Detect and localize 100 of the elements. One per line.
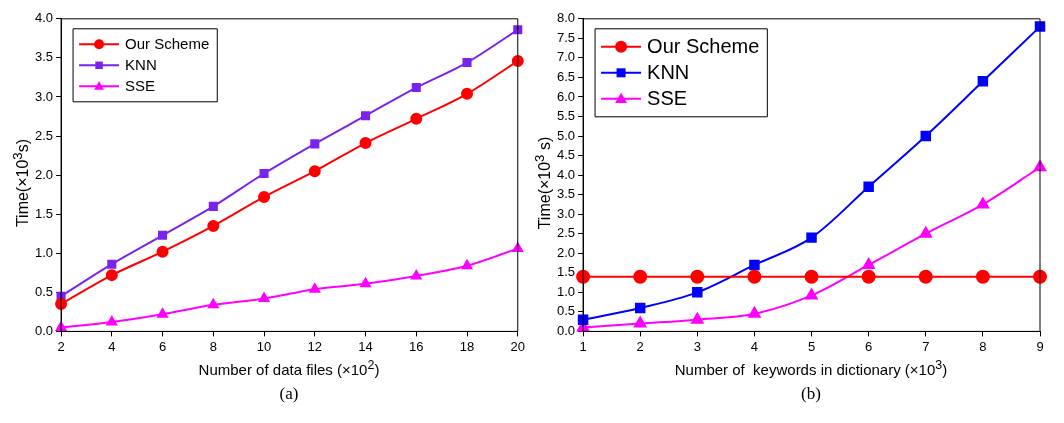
y-tick-label: 5.0 — [556, 127, 576, 143]
point — [258, 292, 270, 303]
point — [208, 201, 218, 211]
x-tick-label: 7 — [922, 338, 930, 354]
point — [919, 226, 932, 238]
point — [692, 287, 703, 298]
y-tick-label: 2.5 — [34, 127, 54, 143]
y-tick-label: 1.0 — [34, 244, 54, 260]
y-tick-label: 5.5 — [556, 108, 576, 124]
y-tick-label: 8.0 — [556, 10, 576, 26]
x-tick-label: 2 — [636, 338, 644, 354]
y-tick-label: 7.0 — [556, 49, 576, 65]
point — [410, 269, 422, 280]
x-tick-label: 14 — [358, 338, 373, 354]
x-tick-label: 8 — [209, 338, 217, 354]
y-tick-label: 2.0 — [556, 244, 576, 260]
point — [157, 308, 168, 318]
y-tick-label: 6.5 — [556, 68, 576, 84]
y-tick-label: 6.0 — [556, 88, 576, 104]
point — [207, 219, 220, 232]
x-tick-label: 5 — [807, 338, 816, 354]
point — [920, 130, 932, 142]
text: (a) — [279, 384, 299, 404]
x-tick-label: 4 — [108, 338, 116, 354]
point — [977, 76, 989, 87]
point — [633, 316, 647, 328]
point — [633, 269, 648, 284]
y-tick-label: 4.0 — [34, 10, 54, 26]
point — [918, 269, 933, 284]
point — [513, 25, 523, 35]
point — [105, 269, 118, 282]
x-tick-label: 6 — [865, 338, 873, 354]
x-tick-label: 2 — [57, 338, 65, 354]
y-tick-label: 7.5 — [556, 29, 576, 45]
point — [106, 316, 118, 326]
point — [691, 312, 704, 324]
point — [258, 190, 271, 203]
legend-label: KNN — [125, 56, 157, 74]
point — [359, 137, 372, 150]
y-tick-label: 1.5 — [556, 264, 576, 280]
point — [634, 302, 646, 314]
point — [863, 181, 874, 193]
y-tick-label: 4.0 — [556, 166, 576, 182]
x-axis-title: Number of keywords in dictionary (×10$^{3}$) — [674, 358, 948, 378]
x-tick-label: 4 — [750, 338, 759, 354]
x-axis-title: Number of data files (×10$^{2}$) — [198, 358, 380, 378]
x-tick-label: 3 — [693, 338, 701, 354]
legend-label: SSE — [647, 87, 688, 110]
point — [360, 277, 371, 288]
point — [512, 242, 524, 253]
y-tick-label: 2.0 — [34, 166, 54, 182]
x-tick-label: 1 — [579, 338, 587, 354]
y-tick-label: 4.5 — [556, 147, 576, 163]
legend-label: SSE — [125, 77, 156, 95]
point — [309, 283, 321, 293]
y-tick-label: 3.0 — [556, 205, 576, 221]
point — [976, 197, 990, 209]
point — [805, 288, 818, 300]
point — [107, 259, 117, 269]
point — [462, 58, 472, 68]
y-tick-label: 0.0 — [556, 322, 576, 338]
point — [690, 269, 705, 284]
y-tick-label: 1.5 — [34, 205, 54, 221]
point — [410, 112, 423, 125]
point — [804, 269, 819, 284]
legend-label: Our Scheme — [125, 35, 210, 53]
x-tick-label: 12 — [307, 338, 323, 354]
y-tick-label: 3.0 — [34, 88, 54, 104]
x-tick-label: 6 — [158, 338, 167, 354]
y-tick-label: 0.0 — [34, 322, 54, 338]
x-tick-label: 10 — [256, 338, 272, 354]
y-tick-label: 0.5 — [34, 283, 54, 299]
point — [461, 87, 474, 100]
point — [156, 245, 169, 258]
text: (b) — [801, 384, 821, 404]
point — [411, 83, 421, 93]
point — [748, 306, 761, 318]
legend-label: Our Scheme — [647, 35, 760, 58]
point — [749, 259, 760, 271]
point — [862, 257, 875, 269]
point — [158, 230, 168, 240]
x-tick-label: 20 — [510, 338, 525, 354]
point — [975, 269, 990, 284]
x-tick-label: 9 — [1036, 338, 1044, 354]
x-tick-label: 16 — [409, 338, 424, 354]
y-tick-label: 2.5 — [556, 225, 576, 241]
y-tick-label: 0.5 — [556, 303, 576, 319]
y-tick-label: 3.5 — [34, 49, 54, 65]
y-tick-label: 1.0 — [556, 283, 576, 299]
x-tick-label: 8 — [979, 338, 987, 354]
point — [461, 259, 473, 270]
point — [308, 165, 321, 178]
point — [259, 169, 269, 179]
point — [806, 232, 817, 243]
legend-label: KNN — [647, 61, 690, 84]
y-tick-label: 3.5 — [556, 186, 576, 202]
point — [207, 298, 219, 309]
point — [511, 55, 524, 67]
point — [361, 111, 371, 121]
point — [310, 139, 320, 149]
